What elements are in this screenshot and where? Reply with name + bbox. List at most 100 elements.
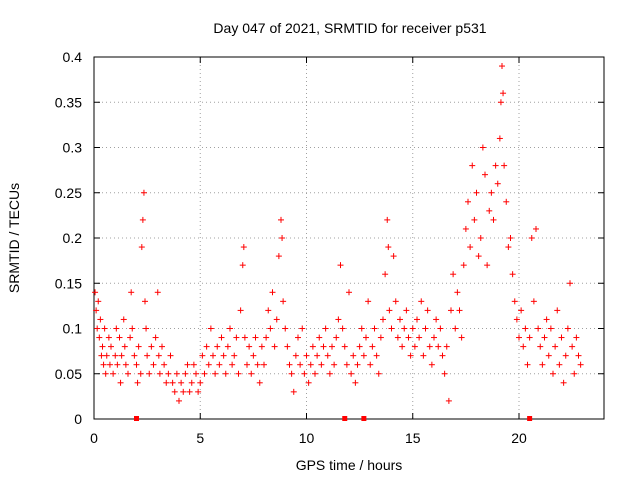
data-point <box>303 352 310 359</box>
data-point <box>511 298 518 305</box>
data-point <box>244 361 250 368</box>
data-point <box>286 361 293 368</box>
data-point <box>550 370 556 377</box>
data-point <box>117 379 124 386</box>
data-point <box>150 361 157 368</box>
data-point <box>127 334 134 341</box>
data-point <box>156 370 163 377</box>
data-point <box>382 271 389 278</box>
data-point <box>98 352 105 359</box>
data-point <box>422 325 429 332</box>
data-point <box>380 316 386 323</box>
data-point <box>443 343 450 350</box>
data-point <box>346 289 352 296</box>
data-point <box>250 352 257 359</box>
data-point <box>541 334 548 341</box>
data-point <box>218 334 225 341</box>
data-point <box>373 352 380 359</box>
data-point <box>171 388 178 395</box>
data-point <box>458 334 465 341</box>
data-point <box>385 244 392 251</box>
data-point <box>112 352 119 359</box>
data-point <box>322 325 329 332</box>
y-tick-label: 0.35 <box>55 94 82 110</box>
data-point <box>148 343 155 350</box>
data-point <box>354 361 361 368</box>
data-point <box>492 162 499 169</box>
data-point <box>316 334 323 341</box>
data-point <box>199 352 206 359</box>
data-point <box>416 334 423 341</box>
data-point <box>280 298 287 305</box>
data-point <box>384 216 391 223</box>
data-point <box>278 216 284 223</box>
data-point <box>479 144 486 151</box>
data-point <box>320 343 327 350</box>
data-point <box>186 388 193 395</box>
data-point <box>120 316 127 323</box>
y-tick-label: 0.25 <box>55 185 82 201</box>
x-tick-label: 15 <box>405 430 421 446</box>
data-point <box>392 298 399 305</box>
data-point <box>246 343 253 350</box>
data-point <box>441 370 448 377</box>
data-point <box>545 352 552 359</box>
x-axis-label: GPS time / hours <box>296 457 403 473</box>
data-point <box>256 379 263 386</box>
data-point <box>503 198 510 205</box>
data-point <box>403 307 410 314</box>
data-point <box>121 343 128 350</box>
data-point <box>210 352 216 359</box>
data-point <box>182 370 189 377</box>
data-point <box>539 361 546 368</box>
data-point <box>467 244 474 251</box>
data-point <box>203 343 210 350</box>
data-point <box>205 361 212 368</box>
data-point <box>433 316 440 323</box>
chart-title: Day 047 of 2021, SRMTID for receiver p53… <box>213 20 486 36</box>
data-point <box>122 361 129 368</box>
data-point <box>188 379 195 386</box>
data-point <box>448 307 454 314</box>
x-tick-label: 10 <box>299 430 315 446</box>
data-point <box>513 316 520 323</box>
data-point <box>428 361 435 368</box>
data-point <box>452 325 459 332</box>
data-point <box>216 361 223 368</box>
data-point <box>96 334 103 341</box>
data-point <box>445 397 452 404</box>
data-point <box>233 334 240 341</box>
data-point <box>288 370 295 377</box>
data-point <box>131 352 138 359</box>
data-point <box>397 316 403 323</box>
data-point <box>569 343 576 350</box>
data-point <box>258 343 265 350</box>
data-point <box>254 361 261 368</box>
data-point <box>227 325 233 332</box>
data-point <box>471 216 478 223</box>
data-point <box>526 334 533 341</box>
data-point <box>307 361 314 368</box>
data-point <box>95 298 102 305</box>
y-tick-label: 0.15 <box>55 275 82 291</box>
data-point <box>469 162 476 169</box>
data-point <box>207 325 214 332</box>
data-point <box>282 325 289 332</box>
data-point <box>365 298 372 305</box>
data-point <box>261 361 267 368</box>
data-point <box>92 289 99 296</box>
data-point <box>577 361 584 368</box>
data-point <box>507 235 514 241</box>
data-point <box>497 99 504 106</box>
data-point <box>113 325 120 332</box>
data-point <box>235 370 242 377</box>
data-point <box>339 325 346 332</box>
data-point <box>161 361 168 368</box>
data-point <box>358 325 365 332</box>
data-point <box>350 352 357 359</box>
data-point <box>214 343 221 350</box>
data-point <box>176 397 182 404</box>
data-point <box>139 216 146 223</box>
data-point <box>128 289 135 296</box>
